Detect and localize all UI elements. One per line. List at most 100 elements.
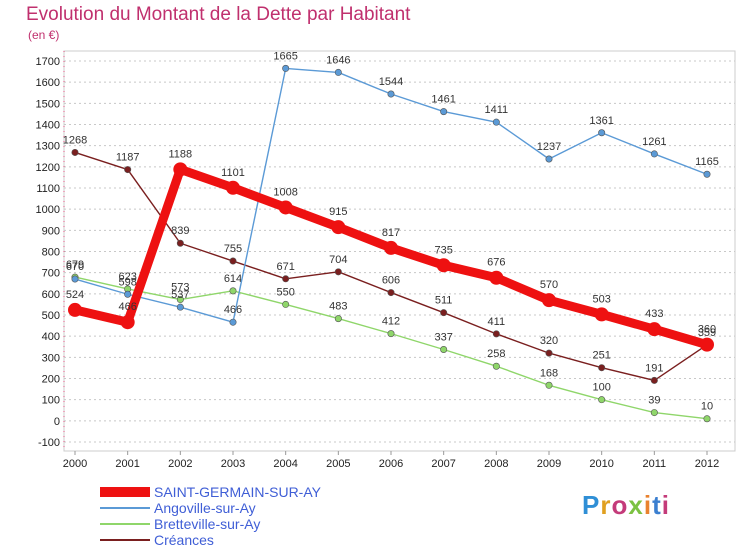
legend: SAINT-GERMAIN-SUR-AY Angoville-sur-Ay Br… <box>100 484 321 548</box>
legend-swatch <box>100 523 150 525</box>
y-tick-label: 1400 <box>36 120 60 132</box>
data-label: 1461 <box>431 94 455 106</box>
data-point <box>650 376 658 384</box>
data-label: 537 <box>171 289 189 301</box>
x-tick-label: 2001 <box>115 458 139 470</box>
data-label: 670 <box>66 261 84 273</box>
data-point <box>545 155 553 163</box>
data-label: 433 <box>645 308 663 320</box>
data-point <box>229 318 237 326</box>
x-tick-label: 2012 <box>695 458 719 470</box>
x-tick-label: 2006 <box>379 458 403 470</box>
data-label: 1165 <box>695 156 719 168</box>
data-label: 258 <box>487 348 505 360</box>
y-tick-label: 1100 <box>36 183 60 195</box>
data-point <box>229 287 237 295</box>
data-label: 191 <box>645 362 663 374</box>
y-tick-label: 100 <box>42 395 60 407</box>
x-tick-label: 2000 <box>63 458 87 470</box>
x-tick-label: 2010 <box>589 458 613 470</box>
y-tick-label: 500 <box>42 310 60 322</box>
data-point <box>440 346 448 354</box>
data-label: 1544 <box>379 76 403 88</box>
data-point <box>545 381 553 389</box>
legend-swatch <box>100 507 150 509</box>
data-point <box>278 200 293 215</box>
data-label: 1008 <box>273 186 297 198</box>
chart-title: Evolution du Montant de la Dette par Hab… <box>26 4 411 25</box>
y-tick-label: 200 <box>42 374 60 386</box>
data-label: 839 <box>171 225 189 237</box>
data-label: 598 <box>118 276 136 288</box>
x-tick-label: 2005 <box>326 458 350 470</box>
data-label: 606 <box>382 275 400 287</box>
data-point <box>598 129 606 137</box>
x-tick-label: 2009 <box>537 458 561 470</box>
data-point <box>650 150 658 158</box>
data-label: 524 <box>66 289 84 301</box>
data-label: 10 <box>701 401 713 413</box>
data-point <box>71 148 79 156</box>
legend-swatch <box>100 487 150 497</box>
data-label: 915 <box>329 206 347 218</box>
data-label: 360 <box>698 324 716 336</box>
data-point <box>173 162 188 177</box>
x-tick-label: 2003 <box>221 458 245 470</box>
data-point <box>387 90 395 98</box>
data-point <box>650 409 658 417</box>
data-point <box>598 396 606 404</box>
data-point <box>124 290 132 298</box>
data-label: 466 <box>118 301 136 313</box>
y-tick-label: 300 <box>42 352 60 364</box>
x-tick-label: 2002 <box>168 458 192 470</box>
data-point <box>440 309 448 317</box>
data-point <box>594 307 609 322</box>
data-point <box>176 296 184 304</box>
data-point <box>68 302 82 317</box>
data-label: 1187 <box>116 152 140 164</box>
legend-swatch <box>100 539 150 541</box>
data-label: 100 <box>592 382 610 394</box>
data-point <box>440 108 448 116</box>
data-label: 412 <box>382 316 400 328</box>
y-tick-label: 1700 <box>36 56 60 68</box>
legend-label: Bretteville-sur-Ay <box>154 516 261 532</box>
data-label: 1268 <box>63 134 87 146</box>
chart-unit-subtitle: (en €) <box>28 28 60 42</box>
data-label: 1237 <box>537 141 561 153</box>
data-point <box>492 330 500 338</box>
data-label: 1188 <box>169 148 193 160</box>
series-line <box>74 276 708 420</box>
y-tick-label: 1600 <box>36 77 60 89</box>
x-tick-label: 2011 <box>643 458 667 470</box>
data-label: 1361 <box>589 115 613 127</box>
data-point <box>334 268 342 276</box>
data-label: 755 <box>224 243 242 255</box>
data-label: 1411 <box>485 104 509 116</box>
data-label: 570 <box>540 279 558 291</box>
data-point <box>229 257 237 265</box>
data-point <box>489 270 504 285</box>
y-tick-label: 600 <box>42 289 60 301</box>
data-label: 39 <box>648 395 660 407</box>
data-label: 411 <box>488 316 506 328</box>
y-tick-label: 1500 <box>36 98 60 110</box>
data-label: 320 <box>540 335 558 347</box>
data-label: 614 <box>224 273 242 285</box>
data-point <box>492 118 500 126</box>
data-label: 251 <box>592 350 610 362</box>
data-label: 679 <box>66 259 84 271</box>
data-label: 168 <box>540 367 558 379</box>
data-point <box>282 300 290 308</box>
y-tick-label: 800 <box>42 247 60 259</box>
y-tick-label: 1200 <box>36 162 60 174</box>
data-label: 1261 <box>642 136 666 148</box>
y-tick-label: 0 <box>54 416 60 428</box>
data-point <box>71 275 79 283</box>
data-point <box>331 220 346 235</box>
legend-label: Angoville-sur-Ay <box>154 500 256 516</box>
legend-item: Bretteville-sur-Ay <box>100 516 321 532</box>
proxiti-logo: Proxiti <box>582 490 670 520</box>
